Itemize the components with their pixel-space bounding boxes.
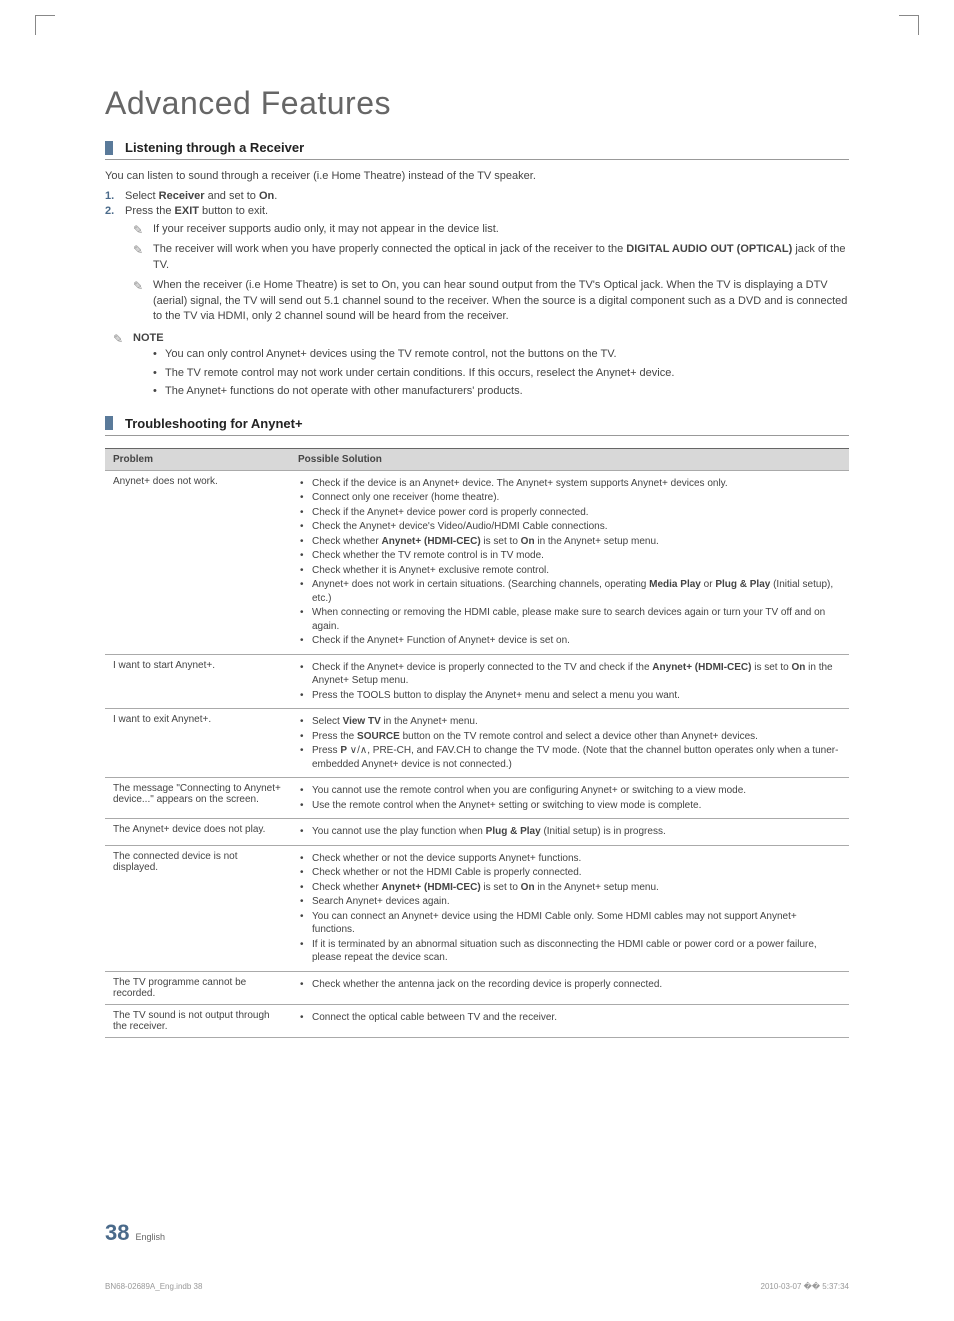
- solution-cell: Check if the device is an Anynet+ device…: [290, 470, 849, 654]
- note-text: When the receiver (i.e Home Theatre) is …: [153, 279, 847, 322]
- section-header: Listening through a Receiver: [105, 140, 849, 160]
- step-number: 1.: [105, 190, 114, 202]
- section-heading: Listening through a Receiver: [125, 140, 304, 155]
- step-item: 2. Press the EXIT button to exit.: [105, 205, 849, 217]
- note-item: ✎ The receiver will work when you have p…: [105, 242, 849, 273]
- section-header: Troubleshooting for Anynet+: [105, 416, 849, 436]
- note-text: If your receiver supports audio only, it…: [153, 223, 499, 235]
- bullet-item: The TV remote control may not work under…: [153, 366, 849, 381]
- solution-item: Press P ∨/∧, PRE-CH, and FAV.CH to chang…: [298, 744, 841, 771]
- section-bar-icon: [105, 141, 113, 155]
- step-bold: On: [259, 190, 274, 202]
- note-header: ✎ NOTE: [105, 332, 849, 344]
- solution-item: Check if the Anynet+ device is properly …: [298, 661, 841, 688]
- intro-text: You can listen to sound through a receiv…: [105, 170, 849, 182]
- solution-item: Connect only one receiver (home theatre)…: [298, 491, 841, 505]
- solution-item: Use the remote control when the Anynet+ …: [298, 799, 841, 813]
- page-number: 38: [105, 1220, 129, 1246]
- step-item: 1. Select Receiver and set to On.: [105, 190, 849, 202]
- step-text: Select: [125, 190, 159, 202]
- crop-mark: [35, 15, 55, 35]
- table-row: I want to exit Anynet+.Select View TV in…: [105, 709, 849, 778]
- table-header: Problem: [105, 448, 290, 470]
- solution-item: Select View TV in the Anynet+ menu.: [298, 715, 841, 729]
- table-row: The message "Connecting to Anynet+ devic…: [105, 778, 849, 819]
- solution-item: Check whether the antenna jack on the re…: [298, 978, 841, 992]
- solution-item: If it is terminated by an abnormal situa…: [298, 938, 841, 965]
- doc-date: 2010-03-07 �� 5:37:34: [761, 1282, 849, 1291]
- solution-cell: Check whether or not the device supports…: [290, 845, 849, 971]
- solution-item: You cannot use the play function when Pl…: [298, 825, 841, 839]
- problem-cell: The Anynet+ device does not play.: [105, 819, 290, 846]
- note-icon: ✎: [133, 278, 143, 295]
- note-bullets: You can only control Anynet+ devices usi…: [105, 347, 849, 399]
- solution-item: You cannot use the remote control when y…: [298, 784, 841, 798]
- table-row: Anynet+ does not work. Check if the devic…: [105, 470, 849, 654]
- solution-cell: Check whether the antenna jack on the re…: [290, 971, 849, 1004]
- solution-item: Press the TOOLS button to display the An…: [298, 689, 841, 703]
- solution-cell: Check if the Anynet+ device is properly …: [290, 654, 849, 709]
- solution-cell: Select View TV in the Anynet+ menu.Press…: [290, 709, 849, 778]
- note-label: NOTE: [133, 332, 164, 344]
- page-title: Advanced Features: [105, 85, 849, 122]
- note-item: ✎ When the receiver (i.e Home Theatre) i…: [105, 278, 849, 324]
- solution-item: Check whether or not the device supports…: [298, 852, 841, 866]
- table-row: The connected device is not displayed. Ch…: [105, 845, 849, 971]
- solution-cell: Connect the optical cable between TV and…: [290, 1004, 849, 1037]
- solution-item: Check if the Anynet+ Function of Anynet+…: [298, 634, 841, 648]
- footer-meta: BN68-02689A_Eng.indb 38 2010-03-07 �� 5:…: [105, 1282, 849, 1291]
- step-bold: Receiver: [159, 190, 205, 202]
- solution-item: When connecting or removing the HDMI cab…: [298, 606, 841, 633]
- section-heading: Troubleshooting for Anynet+: [125, 416, 303, 431]
- problem-cell: The TV programme cannot be recorded.: [105, 971, 290, 1004]
- step-text: and set to: [205, 190, 259, 202]
- table-row: The Anynet+ device does not play. You can…: [105, 819, 849, 846]
- crop-mark: [899, 15, 919, 35]
- step-bold: EXIT: [175, 205, 199, 217]
- bullet-item: The Anynet+ functions do not operate wit…: [153, 384, 849, 399]
- steps-list: 1. Select Receiver and set to On. 2. Pre…: [105, 190, 849, 217]
- solution-item: Check the Anynet+ device's Video/Audio/H…: [298, 520, 841, 534]
- problem-cell: The message "Connecting to Anynet+ devic…: [105, 778, 290, 819]
- solution-item: You can connect an Anynet+ device using …: [298, 910, 841, 937]
- solution-item: Check whether it is Anynet+ exclusive re…: [298, 564, 841, 578]
- solution-item: Check if the device is an Anynet+ device…: [298, 477, 841, 491]
- footer: 38 English: [105, 1220, 165, 1246]
- section-bar-icon: [105, 416, 113, 430]
- step-text: .: [274, 190, 277, 202]
- solution-item: Check whether the TV remote control is i…: [298, 549, 841, 563]
- solution-cell: You cannot use the remote control when y…: [290, 778, 849, 819]
- note-icon: ✎: [133, 222, 143, 239]
- note-item: ✎ If your receiver supports audio only, …: [105, 222, 849, 237]
- solution-item: Check whether Anynet+ (HDMI-CEC) is set …: [298, 881, 841, 895]
- solution-cell: You cannot use the play function when Pl…: [290, 819, 849, 846]
- problem-cell: The TV sound is not output through the r…: [105, 1004, 290, 1037]
- solution-item: Connect the optical cable between TV and…: [298, 1011, 841, 1025]
- note-text: The receiver will work when you have pro…: [153, 243, 845, 270]
- problem-cell: I want to start Anynet+.: [105, 654, 290, 709]
- problem-cell: I want to exit Anynet+.: [105, 709, 290, 778]
- solution-item: Check if the Anynet+ device power cord i…: [298, 506, 841, 520]
- table-row: I want to start Anynet+. Check if the Any…: [105, 654, 849, 709]
- note-icon: ✎: [133, 242, 143, 259]
- troubleshoot-table: Problem Possible Solution Anynet+ does n…: [105, 448, 849, 1038]
- problem-cell: The connected device is not displayed.: [105, 845, 290, 971]
- solution-item: Press the SOURCE button on the TV remote…: [298, 730, 841, 744]
- doc-name: BN68-02689A_Eng.indb 38: [105, 1282, 202, 1291]
- solution-item: Check whether Anynet+ (HDMI-CEC) is set …: [298, 535, 841, 549]
- bullet-item: You can only control Anynet+ devices usi…: [153, 347, 849, 362]
- table-row: The TV sound is not output through the r…: [105, 1004, 849, 1037]
- solution-item: Anynet+ does not work in certain situati…: [298, 578, 841, 605]
- step-number: 2.: [105, 205, 114, 217]
- note-icon: ✎: [113, 332, 123, 346]
- step-text: Press the: [125, 205, 175, 217]
- solution-item: Search Anynet+ devices again.: [298, 895, 841, 909]
- page-language: English: [135, 1232, 165, 1242]
- table-header: Possible Solution: [290, 448, 849, 470]
- step-text: button to exit.: [199, 205, 268, 217]
- solution-item: Check whether or not the HDMI Cable is p…: [298, 866, 841, 880]
- problem-cell: Anynet+ does not work.: [105, 470, 290, 654]
- table-row: The TV programme cannot be recorded. Chec…: [105, 971, 849, 1004]
